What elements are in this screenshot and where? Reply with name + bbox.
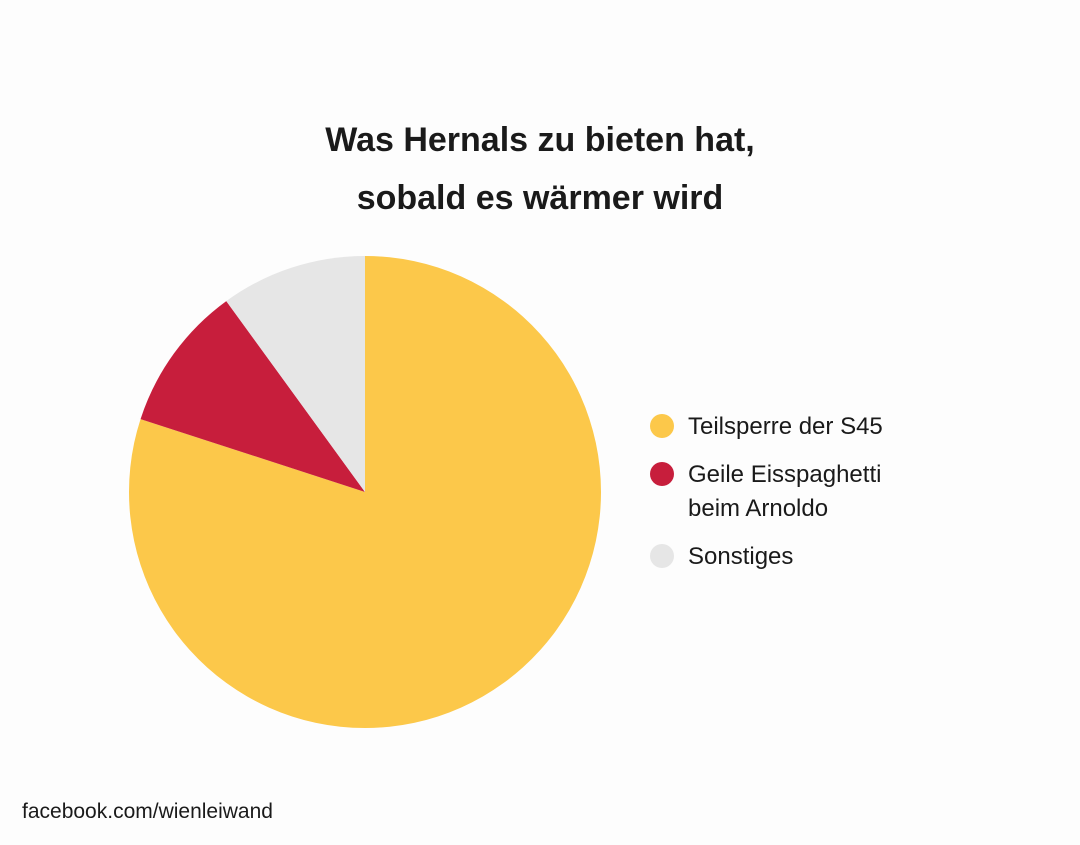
legend-item: Geile Eisspaghetti beim Arnoldo xyxy=(650,458,883,526)
legend: Teilsperre der S45 Geile Eisspaghetti bei… xyxy=(650,410,883,588)
legend-swatch xyxy=(650,414,674,438)
credit-text: facebook.com/wienleiwand xyxy=(22,800,273,823)
legend-label: Sonstiges xyxy=(688,543,794,570)
chart-title: Was Hernals zu bieten hat, sobald es wär… xyxy=(325,121,755,217)
pie-slice-1 xyxy=(140,301,365,492)
legend-swatch xyxy=(650,462,674,486)
legend-label: Teilsperre der S45 xyxy=(688,413,883,440)
legend-item: Teilsperre der S45 xyxy=(650,410,883,444)
legend-item: Sonstiges xyxy=(650,540,883,574)
legend-swatch xyxy=(650,544,674,568)
pie-slice-2 xyxy=(226,256,365,492)
legend-label: Geile Eisspaghetti beim Arnoldo xyxy=(688,461,882,522)
